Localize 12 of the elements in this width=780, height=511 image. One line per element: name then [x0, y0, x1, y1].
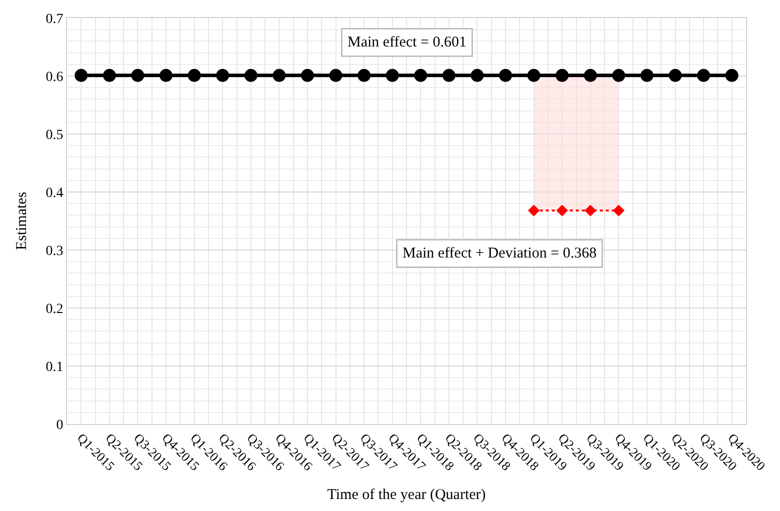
y-tick-label: 0	[56, 418, 64, 433]
y-tick-label: 0.1	[46, 360, 64, 375]
annotation: Main effect = 0.601	[348, 34, 466, 50]
y-tick-label: 0.5	[46, 128, 64, 143]
y-axis-title: Estimates	[14, 192, 30, 250]
y-tick-label: 0.3	[46, 244, 64, 259]
y-tick-label: 0.7	[46, 12, 64, 27]
y-tick-label: 0.6	[46, 70, 64, 85]
x-axis-title: Time of the year (Quarter)	[327, 486, 486, 503]
y-tick-label: 0.2	[46, 302, 64, 317]
y-tick-label: 0.4	[46, 186, 64, 201]
annotation: Main effect + Deviation = 0.368	[402, 246, 597, 262]
